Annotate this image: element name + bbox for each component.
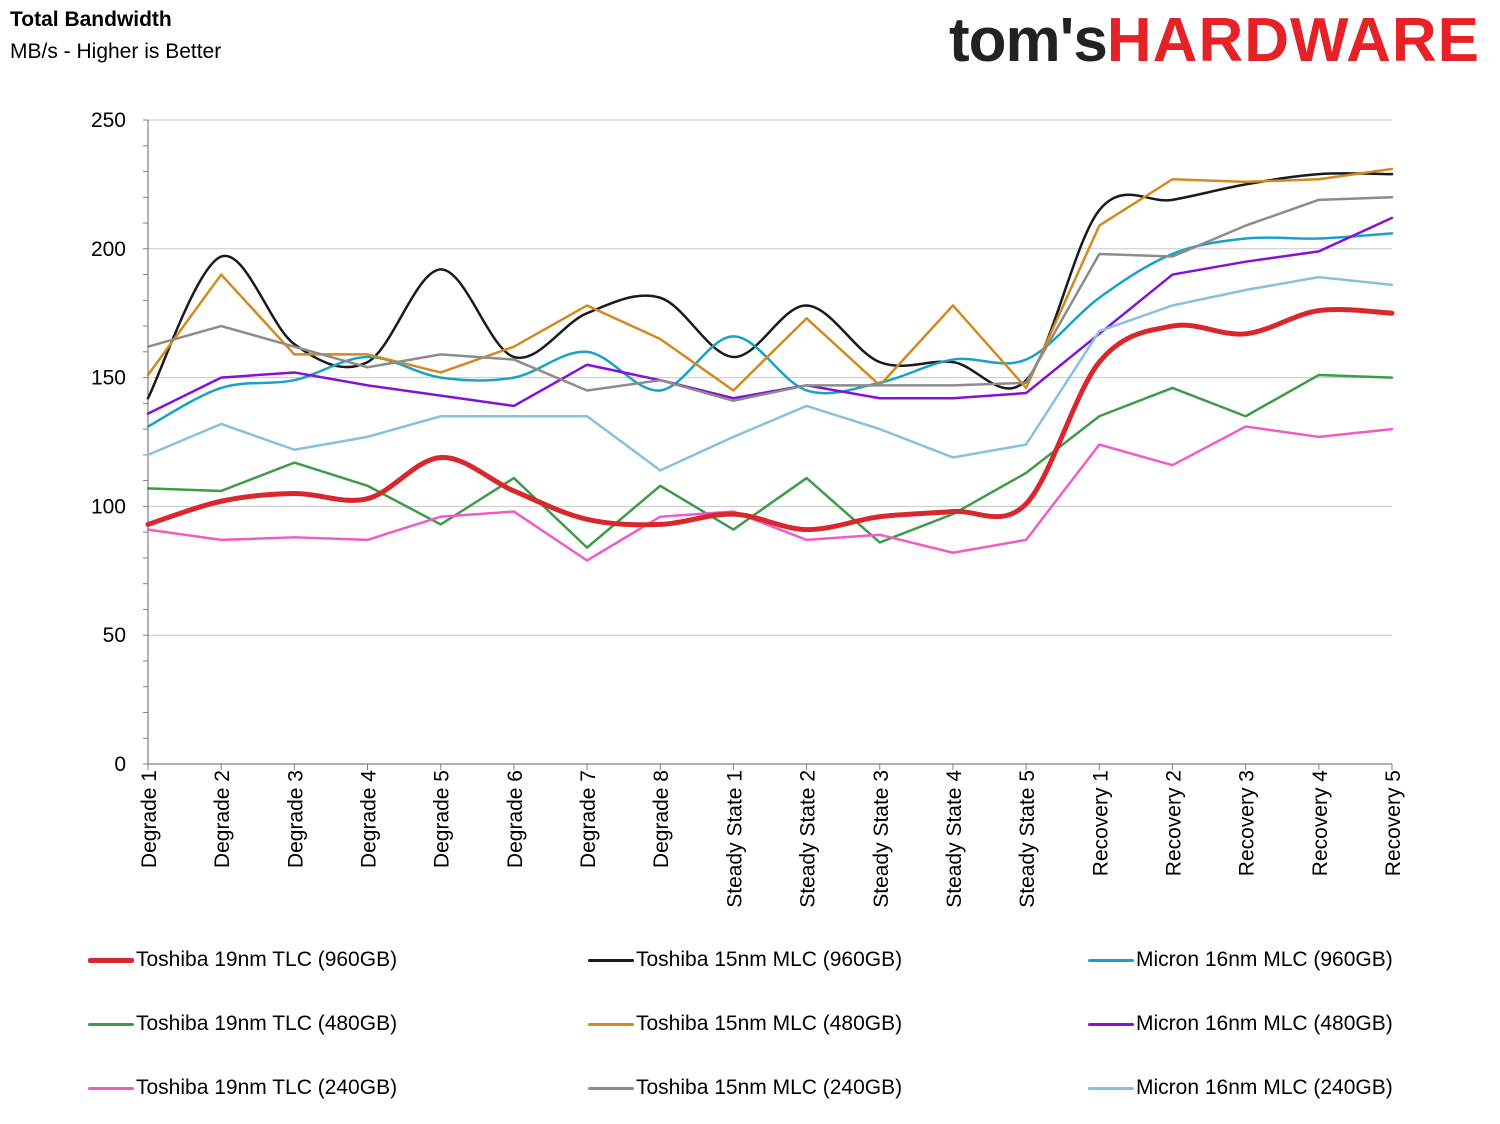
y-tick-label: 250 <box>91 109 126 132</box>
series-line-2 <box>146 172 1394 400</box>
legend-item: Toshiba 19nm TLC (960GB) <box>88 940 397 980</box>
y-tick-label: 200 <box>91 238 126 261</box>
legend-swatch <box>88 1086 134 1090</box>
legend-item: Micron 16nm MLC (480GB) <box>1088 1004 1393 1044</box>
x-tick-label: Recovery 1 <box>1089 770 1112 876</box>
series-line-9 <box>146 275 1394 472</box>
y-tick-label: 50 <box>103 624 126 647</box>
x-tick-label: Recovery 5 <box>1382 770 1405 876</box>
x-tick-label: Degrade 5 <box>431 770 454 868</box>
legend-label: Micron 16nm MLC (960GB) <box>1136 948 1393 971</box>
series-line-1 <box>145 307 1395 533</box>
x-tick-label: Degrade 6 <box>504 770 527 868</box>
series-line-7 <box>146 425 1394 562</box>
legend-label: Toshiba 19nm TLC (960GB) <box>136 948 398 971</box>
x-tick-label: Degrade 1 <box>138 770 161 868</box>
x-tick-label: Degrade 2 <box>211 770 234 868</box>
x-tick-label: Steady State 1 <box>723 770 746 908</box>
brand-logo: tom'sHARDWARE <box>949 10 1480 72</box>
legend-item: Toshiba 19nm TLC (480GB) <box>88 1004 397 1044</box>
y-tick-label: 0 <box>114 753 126 776</box>
series-line-5 <box>146 167 1394 392</box>
legend-swatch <box>588 958 634 962</box>
line-chart: 0 50 100 150 200 250 Degrade 1 Degrade 2 Degrade… <box>91 109 1405 908</box>
x-tick-label: Steady State 3 <box>870 770 893 908</box>
legend-item: Toshiba 15nm MLC (240GB) <box>588 1068 902 1108</box>
legend-label: Toshiba 19nm TLC (480GB) <box>136 1012 398 1035</box>
x-tick-label: Degrade 7 <box>577 770 600 868</box>
logo-part-toms: tom's <box>949 6 1108 75</box>
x-tick-label: Steady State 2 <box>797 770 820 908</box>
legend-label: Toshiba 15nm MLC (240GB) <box>636 1076 903 1099</box>
chart-legend: Toshiba 19nm TLC (960GB) Toshiba 15nm MLC… <box>0 930 1500 1120</box>
x-tick-label: Degrade 4 <box>358 770 381 868</box>
legend-label: Toshiba 15nm MLC (480GB) <box>636 1012 903 1035</box>
legend-item: Toshiba 15nm MLC (480GB) <box>588 1004 902 1044</box>
legend-item: Toshiba 15nm MLC (960GB) <box>588 940 902 980</box>
legend-label: Toshiba 19nm TLC (240GB) <box>136 1076 398 1099</box>
y-tick-label: 100 <box>91 495 126 518</box>
chart-subtitle: MB/s - Higher is Better <box>10 40 222 63</box>
legend-item: Toshiba 19nm TLC (240GB) <box>88 1068 397 1108</box>
x-tick-label: Degrade 3 <box>284 770 307 868</box>
legend-swatch <box>88 957 134 963</box>
x-tick-label: Recovery 3 <box>1236 770 1259 876</box>
legend-label: Micron 16nm MLC (240GB) <box>1136 1076 1393 1099</box>
x-tick-label: Recovery 4 <box>1309 770 1332 877</box>
legend-swatch <box>1088 958 1134 962</box>
legend-label: Toshiba 15nm MLC (960GB) <box>636 948 903 971</box>
series-line-4 <box>146 373 1394 549</box>
legend-swatch <box>88 1022 134 1026</box>
legend-label: Micron 16nm MLC (480GB) <box>1136 1012 1393 1035</box>
y-tick-label: 150 <box>91 367 126 390</box>
legend-item: Micron 16nm MLC (960GB) <box>1088 940 1393 980</box>
series-line-6 <box>146 216 1394 415</box>
legend-swatch <box>1088 1086 1134 1090</box>
series-line-8 <box>146 196 1394 403</box>
chart-title: Total Bandwidth <box>10 8 172 31</box>
legend-swatch <box>588 1086 634 1090</box>
legend-swatch <box>588 1022 634 1026</box>
x-tick-label: Degrade 8 <box>650 770 673 868</box>
x-tick-label: Recovery 2 <box>1162 770 1185 876</box>
legend-item: Micron 16nm MLC (240GB) <box>1088 1068 1393 1108</box>
logo-part-hardware: HARDWARE <box>1106 6 1480 75</box>
x-tick-label: Steady State 4 <box>943 770 966 908</box>
series-line-3 <box>146 232 1394 428</box>
legend-swatch <box>1088 1022 1134 1026</box>
x-tick-label: Steady State 5 <box>1016 770 1039 908</box>
